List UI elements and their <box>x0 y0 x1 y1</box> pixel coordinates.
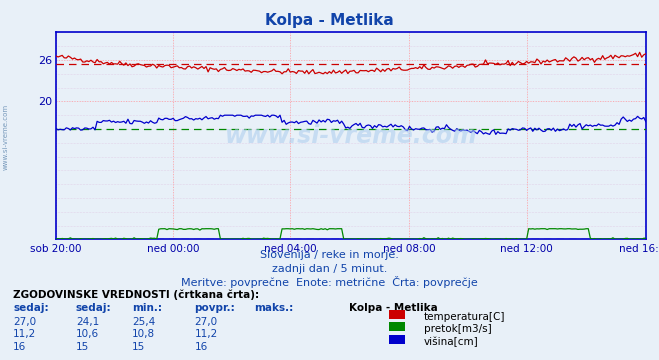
Text: pretok[m3/s]: pretok[m3/s] <box>424 324 492 334</box>
Text: www.si-vreme.com: www.si-vreme.com <box>225 124 477 148</box>
Text: temperatura[C]: temperatura[C] <box>424 312 505 322</box>
Text: 16: 16 <box>194 342 208 352</box>
Text: Kolpa - Metlika: Kolpa - Metlika <box>349 303 438 313</box>
Text: sedaj:: sedaj: <box>76 303 111 313</box>
Text: 11,2: 11,2 <box>194 329 217 339</box>
Text: Meritve: povprečne  Enote: metrične  Črta: povprečje: Meritve: povprečne Enote: metrične Črta:… <box>181 276 478 288</box>
Text: višina[cm]: višina[cm] <box>424 337 478 347</box>
Text: 15: 15 <box>132 342 145 352</box>
Text: zadnji dan / 5 minut.: zadnji dan / 5 minut. <box>272 264 387 274</box>
Text: 25,4: 25,4 <box>132 317 155 327</box>
Text: Slovenija / reke in morje.: Slovenija / reke in morje. <box>260 250 399 260</box>
Text: 11,2: 11,2 <box>13 329 36 339</box>
Text: 27,0: 27,0 <box>194 317 217 327</box>
Text: 10,8: 10,8 <box>132 329 155 339</box>
Text: 16: 16 <box>13 342 26 352</box>
Text: sedaj:: sedaj: <box>13 303 49 313</box>
Text: 24,1: 24,1 <box>76 317 99 327</box>
Text: maks.:: maks.: <box>254 303 293 313</box>
Text: povpr.:: povpr.: <box>194 303 235 313</box>
Text: 10,6: 10,6 <box>76 329 99 339</box>
Text: 27,0: 27,0 <box>13 317 36 327</box>
Text: min.:: min.: <box>132 303 162 313</box>
Text: www.si-vreme.com: www.si-vreme.com <box>2 104 9 170</box>
Text: ZGODOVINSKE VREDNOSTI (črtkana črta):: ZGODOVINSKE VREDNOSTI (črtkana črta): <box>13 290 259 300</box>
Text: Kolpa - Metlika: Kolpa - Metlika <box>265 13 394 28</box>
Text: 15: 15 <box>76 342 89 352</box>
